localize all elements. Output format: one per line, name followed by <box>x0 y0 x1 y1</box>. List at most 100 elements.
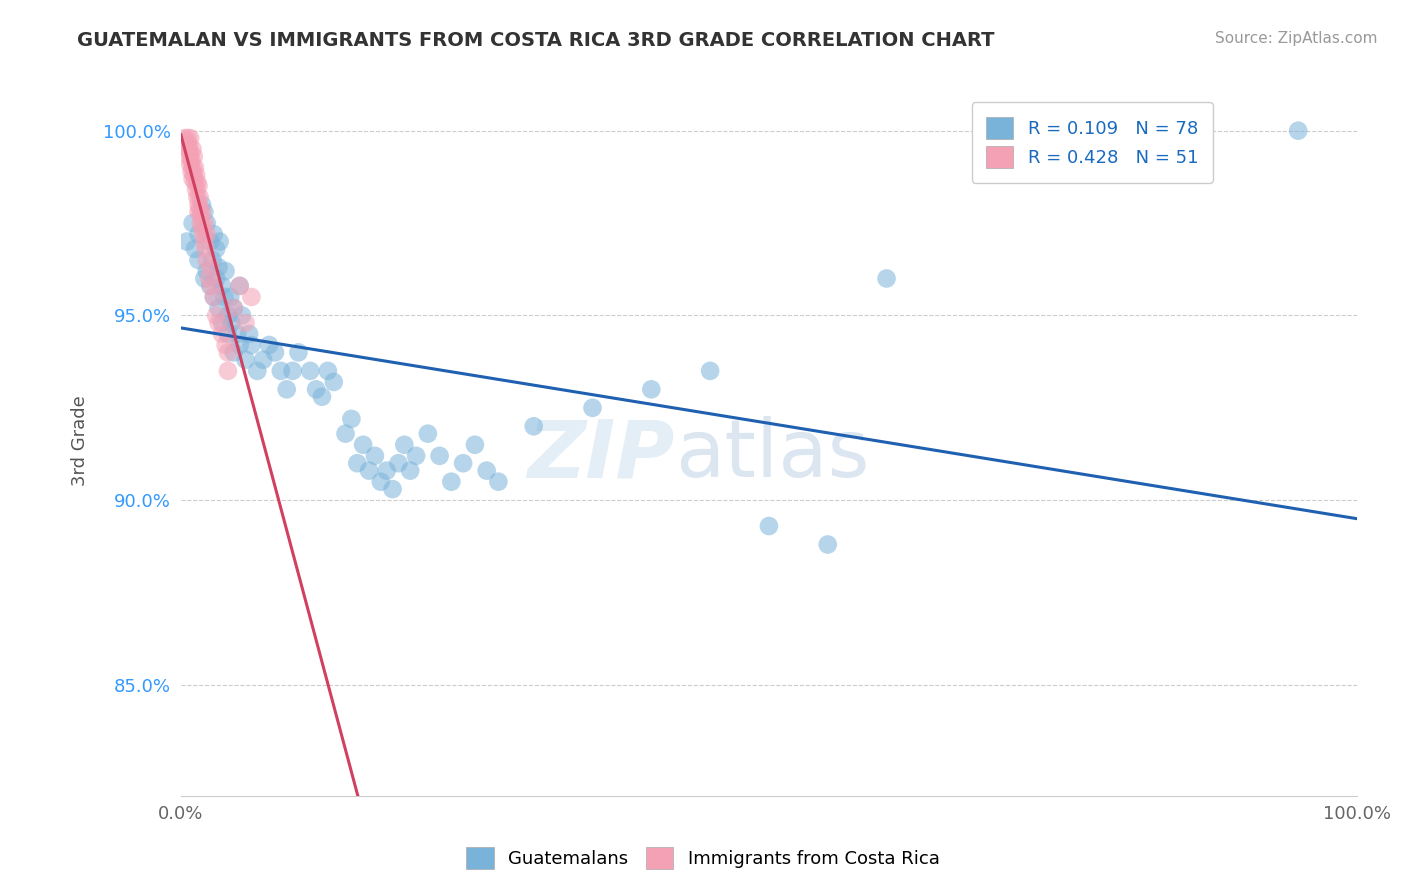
Point <box>270 364 292 378</box>
Point <box>198 271 221 285</box>
Point <box>581 401 603 415</box>
Point <box>817 537 839 551</box>
Point <box>202 290 225 304</box>
Point <box>299 364 322 378</box>
Point <box>187 205 209 219</box>
Point <box>191 197 214 211</box>
Point <box>226 326 249 341</box>
Text: ZIP: ZIP <box>527 417 675 494</box>
Point <box>181 216 204 230</box>
Point <box>177 142 200 156</box>
Point <box>405 449 427 463</box>
Point <box>195 264 218 278</box>
Point <box>205 309 228 323</box>
Point <box>264 345 287 359</box>
Point <box>222 301 245 315</box>
Point <box>177 150 200 164</box>
Point <box>305 382 328 396</box>
Point <box>200 278 222 293</box>
Point <box>381 482 404 496</box>
Point <box>187 252 209 267</box>
Point <box>194 242 217 256</box>
Point <box>195 227 218 242</box>
Point <box>187 227 209 242</box>
Point <box>252 352 274 367</box>
Point <box>186 183 208 197</box>
Point <box>322 375 344 389</box>
Point <box>201 252 224 267</box>
Point <box>193 271 215 285</box>
Text: GUATEMALAN VS IMMIGRANTS FROM COSTA RICA 3RD GRADE CORRELATION CHART: GUATEMALAN VS IMMIGRANTS FROM COSTA RICA… <box>77 31 995 50</box>
Point <box>211 278 233 293</box>
Text: atlas: atlas <box>675 417 869 494</box>
Point <box>222 301 245 315</box>
Point <box>217 309 239 323</box>
Point <box>184 242 207 256</box>
Point <box>181 142 204 156</box>
Point <box>188 202 211 216</box>
Point <box>211 326 233 341</box>
Point <box>190 216 212 230</box>
Point <box>222 345 245 359</box>
Point <box>231 309 253 323</box>
Point <box>179 131 201 145</box>
Point <box>217 326 239 341</box>
Point <box>181 171 204 186</box>
Point <box>180 164 202 178</box>
Point <box>214 264 236 278</box>
Point <box>387 456 409 470</box>
Point <box>221 316 243 330</box>
Point <box>173 131 195 145</box>
Point <box>200 235 222 249</box>
Point <box>176 135 198 149</box>
Point <box>340 412 363 426</box>
Point <box>193 235 215 249</box>
Point <box>451 456 474 470</box>
Point <box>276 382 298 396</box>
Point <box>181 161 204 175</box>
Point <box>370 475 392 489</box>
Point <box>193 205 215 219</box>
Point <box>183 150 205 164</box>
Point <box>758 519 780 533</box>
Point <box>394 438 416 452</box>
Point <box>207 316 229 330</box>
Point <box>186 190 208 204</box>
Point <box>214 338 236 352</box>
Point <box>179 145 201 160</box>
Point <box>179 157 201 171</box>
Point <box>440 475 463 489</box>
Point <box>399 464 422 478</box>
Point <box>235 352 257 367</box>
Point <box>187 197 209 211</box>
Point <box>186 168 208 182</box>
Point <box>217 364 239 378</box>
Point <box>464 438 486 452</box>
Point <box>208 235 231 249</box>
Point <box>357 464 380 478</box>
Point <box>202 227 225 242</box>
Point <box>1286 124 1309 138</box>
Point <box>195 216 218 230</box>
Point <box>235 316 257 330</box>
Point <box>188 190 211 204</box>
Point <box>183 168 205 182</box>
Point <box>219 290 242 304</box>
Point <box>200 278 222 293</box>
Point <box>240 338 263 352</box>
Point <box>311 390 333 404</box>
Point <box>190 209 212 223</box>
Point <box>346 456 368 470</box>
Point <box>228 278 250 293</box>
Point <box>475 464 498 478</box>
Point <box>180 153 202 168</box>
Point <box>177 131 200 145</box>
Point <box>176 235 198 249</box>
Point <box>184 176 207 190</box>
Point <box>375 464 398 478</box>
Point <box>640 382 662 396</box>
Point <box>316 364 339 378</box>
Point <box>205 242 228 256</box>
Point <box>240 290 263 304</box>
Point <box>364 449 387 463</box>
